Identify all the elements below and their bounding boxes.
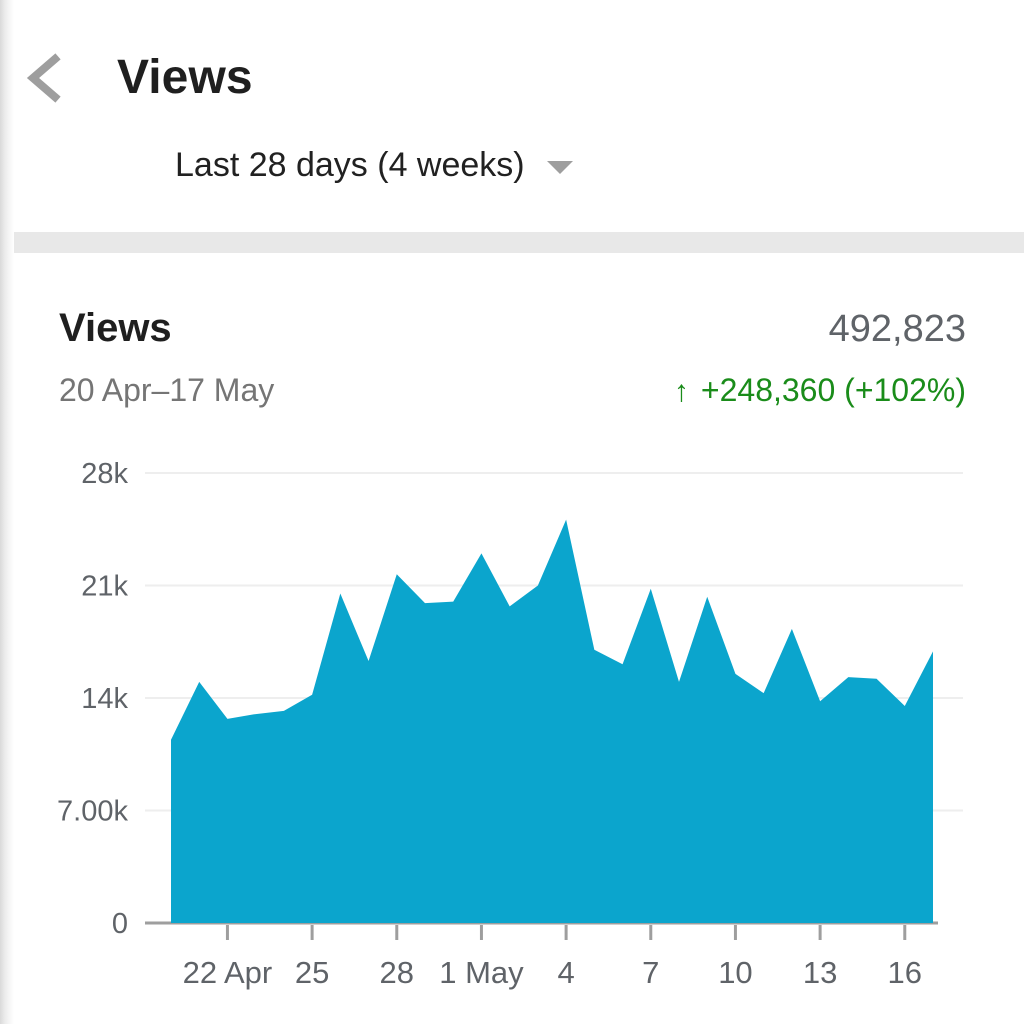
card-header-secondary-row: 20 Apr–17 May ↑ +248,360 (+102%) — [59, 374, 966, 407]
caret-down-icon — [546, 160, 573, 174]
metric-delta-text: +248,360 (+102%) — [700, 372, 966, 408]
y-axis-tick-label: 0 — [112, 908, 128, 940]
section-divider — [0, 232, 1024, 253]
x-axis-tick-label: 7 — [642, 955, 659, 990]
y-axis-tick-label: 7.00k — [57, 796, 128, 828]
x-axis-tick-label: 13 — [803, 955, 837, 990]
x-axis-tick-label: 28 — [380, 955, 414, 990]
views-metric-card: Views 492,823 20 Apr–17 May ↑ +248,360 (… — [0, 253, 1024, 1024]
card-header-primary-row: Views 492,823 — [59, 308, 966, 348]
date-range-selector-label: Last 28 days (4 weeks) — [175, 146, 525, 184]
arrow-up-icon: ↑ — [673, 375, 689, 408]
page-title: Views — [117, 51, 253, 104]
x-axis-tick-label: 4 — [557, 955, 574, 990]
app-bar: Views Last 28 days (4 weeks) — [0, 0, 1024, 232]
x-axis-tick-label: 16 — [888, 955, 922, 990]
metric-total-value: 492,823 — [828, 308, 966, 350]
x-axis-tick-label: 10 — [718, 955, 752, 990]
back-button[interactable] — [0, 34, 92, 122]
date-range-selector[interactable]: Last 28 days (4 weeks) — [175, 148, 573, 182]
area-series-views — [171, 519, 933, 923]
app-bar-top-row: Views — [0, 34, 253, 122]
chevron-left-icon — [19, 51, 73, 105]
metric-name: Views — [59, 306, 172, 350]
x-axis-tick-label: 25 — [295, 955, 329, 990]
y-axis-tick-label: 28k — [81, 458, 128, 490]
y-axis-tick-label: 21k — [81, 571, 128, 603]
y-axis-tick-label: 14k — [81, 683, 128, 715]
card-header: Views 492,823 20 Apr–17 May ↑ +248,360 (… — [59, 308, 966, 407]
metric-date-range: 20 Apr–17 May — [59, 372, 275, 408]
x-axis-tick-label: 1 May — [439, 955, 524, 990]
metric-delta-badge: ↑ +248,360 (+102%) — [674, 374, 966, 407]
x-axis-tick-label: 22 Apr — [183, 955, 273, 990]
